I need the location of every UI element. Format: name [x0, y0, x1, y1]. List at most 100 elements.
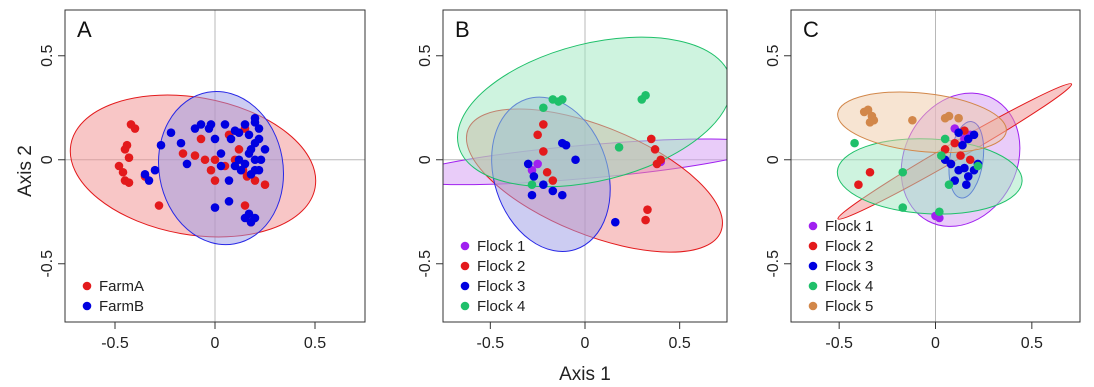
panel-a-point-farmb-18: [244, 130, 254, 140]
panel-b-point-flock-2-4: [548, 176, 558, 185]
panel-b-x-tick-label: 0.5: [669, 335, 691, 352]
panel-b-letter: B: [455, 17, 470, 42]
panel-b-point-flock-3-8: [610, 217, 620, 227]
panel-b-y-tick-label: -0.5: [417, 250, 434, 278]
panel-a-point-farmb-33: [210, 203, 220, 212]
panel-b-legend-label-flock-3: Flock 3: [477, 278, 525, 295]
panel-b-point-flock-2-1: [533, 130, 542, 140]
panel-a-legend-marker-farma: [82, 281, 92, 291]
panel-a-point-farma-13: [200, 155, 210, 165]
panel-b-point-flock-1-2: [533, 159, 542, 169]
panel-a-point-farma-3: [120, 145, 130, 154]
panel-a-point-farmb-42: [234, 155, 244, 165]
panel-a-point-farma-1: [130, 124, 140, 133]
panel-b-point-flock-2-8: [652, 159, 662, 169]
panel-c-point-flock-4-1: [898, 167, 908, 177]
panel-a-point-farmb-39: [244, 209, 254, 219]
panel-a-y-tick-label: 0: [39, 155, 56, 164]
panel-b-plot-area: [443, 10, 727, 322]
panel-b-point-flock-4-5: [614, 142, 624, 152]
panel-c-legend-label-flock-4: Flock 4: [825, 278, 873, 295]
panel-c-x-tick-label: 0: [931, 335, 940, 352]
panel-a-point-farmb-40: [206, 120, 216, 129]
panel-a-point-farma-26: [250, 176, 260, 185]
panel-c-plot-area: [791, 10, 1080, 322]
panel-c-legend-label-flock-1: Flock 1: [825, 218, 873, 235]
panel-c-point-flock-4-6: [940, 134, 950, 144]
panel-a-point-farmb-22: [254, 124, 264, 133]
panel-a-point-farma-4: [124, 153, 134, 162]
panel-c-point-flock-2-1: [865, 167, 875, 177]
panel-b-x-tick-label: -0.5: [477, 335, 505, 352]
panel-c-x-tick-label: 0.5: [1021, 335, 1043, 352]
panel-a-point-farmb-11: [216, 149, 226, 158]
panel-a-point-farmb-25: [240, 159, 250, 169]
panel-c-legend-marker-flock-1: [808, 221, 818, 231]
panel-a-legend-label-farmb: FarmB: [99, 298, 144, 315]
panel-a-point-farmb-7: [190, 124, 200, 133]
panel-b-point-flock-4-6: [527, 180, 537, 190]
panel-a-point-farmb-28: [260, 145, 270, 154]
panel-a-point-farmb-16: [234, 128, 244, 138]
panel-c-point-flock-2-7: [956, 151, 965, 160]
panel-a-point-farma-10: [154, 201, 164, 210]
panel-a-point-farma-5: [114, 161, 124, 171]
panel-a-point-farmb-35: [216, 161, 226, 171]
panel-b-point-flock-3-6: [548, 186, 558, 196]
panel-c-point-flock-4-3: [936, 151, 946, 160]
panel-b-y-tick-label: 0: [417, 155, 434, 164]
panel-b-point-flock-2-0: [539, 120, 548, 129]
panel-b-y-tick-label: 0.5: [417, 45, 434, 67]
panel-a-x-tick-label: -0.5: [101, 335, 129, 352]
panel-c-point-flock-2-3: [950, 138, 960, 148]
panel-a-point-farma-7: [124, 178, 134, 187]
panel-b-point-flock-4-0: [539, 103, 548, 113]
panel-a-letter: A: [77, 17, 92, 42]
panel-c-point-flock-1-3: [935, 213, 944, 223]
panel-b-point-flock-3-2: [527, 190, 537, 200]
panel-a-point-farma-12: [190, 151, 200, 160]
panel-a-point-farmb-5: [176, 138, 186, 148]
panel-a-point-farmb-2: [156, 140, 166, 150]
panel-a-legend-marker-farmb: [82, 301, 92, 311]
panel-c-point-flock-3-8: [963, 134, 973, 144]
panel-a-point-farmb-6: [182, 159, 192, 169]
panel-c-legend-label-flock-3: Flock 3: [825, 258, 873, 275]
panel-b-point-flock-3-7: [557, 190, 567, 200]
panel-c-point-flock-5-8: [954, 113, 963, 123]
panel-a-point-farma-15: [196, 134, 206, 144]
panel-c-point-flock-4-0: [850, 138, 859, 148]
panel-c-legend-label-flock-2: Flock 2: [825, 238, 873, 255]
panel-b-legend-label-flock-1: Flock 1: [477, 238, 525, 255]
panel-a-point-farmb-27: [256, 155, 266, 165]
panel-a-point-farma-28: [260, 180, 270, 190]
panel-c-legend-marker-flock-4: [808, 281, 818, 291]
panel-a-point-farmb-10: [210, 134, 220, 144]
panel-b-point-flock-3-3: [539, 180, 548, 190]
panel-b-legend-marker-flock-1: [460, 241, 470, 251]
panel-c-point-flock-3-4: [963, 172, 973, 181]
panel-a-point-farmb-17: [240, 120, 250, 129]
panel-a-point-farmb-32: [236, 165, 246, 175]
panel-a-y-tick-label: -0.5: [39, 250, 56, 278]
panel-a-point-farmb-8: [196, 120, 206, 129]
panel-a-point-farmb-0: [140, 170, 150, 179]
panel-c-point-flock-5-7: [944, 111, 954, 121]
panel-c-letter: C: [803, 17, 819, 42]
panel-a-point-farma-21: [234, 145, 244, 154]
panel-c-point-flock-3-11: [962, 180, 971, 190]
panel-b-point-flock-2-2: [539, 147, 548, 156]
panel-a-y-tick-label: 0.5: [39, 45, 56, 67]
panel-b-point-flock-4-4: [641, 90, 650, 100]
panel-a-point-farmb-41: [250, 118, 260, 127]
panel-c-point-flock-3-1: [946, 159, 956, 169]
x-axis-title: Axis 1: [559, 364, 611, 385]
panel-c-y-tick-label: 0: [765, 155, 782, 164]
panel-a-plot-area: [65, 10, 365, 322]
panel-b-point-flock-2-3: [542, 167, 552, 177]
panel-a-point-farmb-21: [250, 155, 260, 165]
panel-c-point-flock-4-7: [973, 161, 983, 171]
panel-a-point-farmb-31: [246, 170, 256, 179]
panel-c-legend-label-flock-5: Flock 5: [825, 298, 873, 315]
